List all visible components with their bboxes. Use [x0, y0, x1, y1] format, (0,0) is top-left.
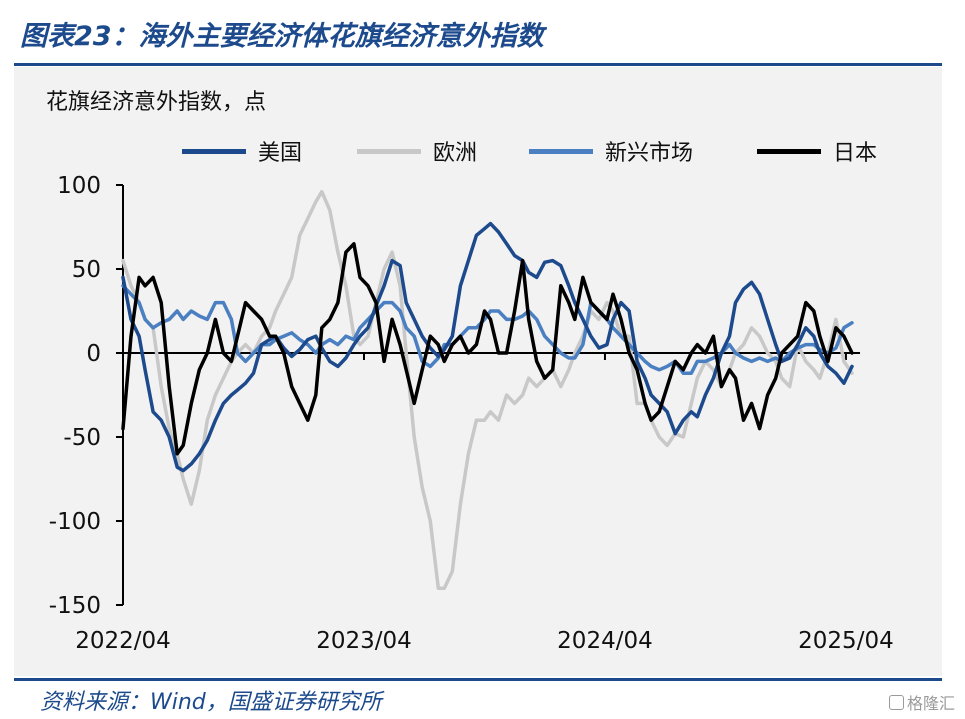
legend-item-us: 美国 [182, 134, 302, 168]
watermark-logo-icon [888, 694, 904, 710]
watermark-text: 格隆汇 [906, 694, 955, 713]
x-tick-label: 2023/04 [316, 628, 412, 654]
chart-legend: 美国 欧洲 新兴市场 日本 [0, 134, 965, 168]
y-tick-label: 100 [57, 173, 101, 199]
legend-item-em: 新兴市场 [529, 134, 693, 168]
figure-title: 图表23：海外主要经济体花旗经济意外指数 [20, 21, 544, 52]
source-note: 资料来源：Wind，国盛证券研究所 [40, 690, 382, 715]
series-line-us [121, 221, 854, 473]
legend-label-em: 新兴市场 [605, 141, 694, 166]
legend-item-europe: 欧洲 [357, 134, 477, 168]
watermark: 格隆汇 [888, 690, 955, 714]
y-axis-label: 花旗经济意外指数，点 [46, 90, 267, 115]
footer-rule [14, 678, 942, 681]
y-tick-label: -150 [49, 593, 101, 619]
legend-swatch-us [182, 148, 246, 154]
y-tick-label: -100 [49, 509, 101, 535]
x-tick-label: 2024/04 [557, 628, 653, 654]
x-tick-label: 2025/04 [798, 628, 894, 654]
legend-label-japan: 日本 [833, 141, 878, 166]
title-rule [14, 63, 942, 66]
legend-swatch-europe [357, 148, 421, 154]
y-tick-label: 50 [72, 257, 101, 283]
legend-swatch-japan [757, 148, 821, 154]
legend-item-japan: 日本 [757, 134, 877, 168]
legend-label-us: 美国 [258, 141, 303, 166]
y-tick-label: 0 [86, 341, 101, 367]
series-line-japan [121, 242, 854, 456]
legend-label-europe: 欧洲 [433, 141, 478, 166]
x-tick-label: 2022/04 [75, 628, 171, 654]
legend-swatch-em [529, 148, 593, 154]
y-tick-label: -50 [63, 425, 101, 451]
series-line-europe [121, 189, 854, 590]
